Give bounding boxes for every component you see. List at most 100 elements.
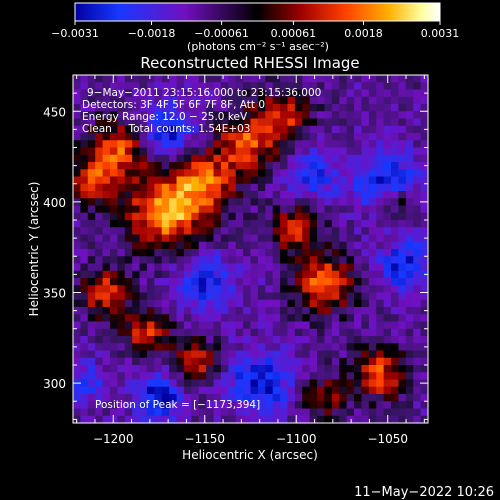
heatmap-cell	[161, 299, 170, 308]
heatmap-cell	[398, 162, 407, 170]
heatmap-cell	[117, 292, 126, 301]
heatmap-cell	[191, 394, 200, 402]
heatmap-cell	[280, 263, 288, 272]
heatmap-cell	[109, 386, 118, 395]
heatmap-cell	[198, 191, 207, 199]
heatmap-cell	[80, 118, 89, 127]
x-tick-label: −1100	[276, 432, 317, 446]
heatmap-cell	[280, 169, 288, 177]
heatmap-cell	[102, 227, 111, 235]
heatmap-cell	[398, 343, 407, 351]
heatmap-cell	[124, 357, 133, 366]
heatmap-cell	[265, 212, 274, 221]
heatmap-cell	[161, 372, 170, 380]
heatmap-cell	[361, 350, 370, 359]
heatmap-cell	[124, 205, 133, 214]
heatmap-cell	[383, 386, 392, 395]
heatmap-cell	[228, 111, 237, 119]
heatmap-cell	[339, 75, 348, 83]
heatmap-cell	[257, 96, 266, 105]
heatmap-cell	[361, 220, 370, 228]
heatmap-cell	[413, 379, 422, 388]
heatmap-cell	[368, 227, 377, 235]
heatmap-cell	[287, 205, 296, 214]
heatmap-cell	[309, 270, 318, 279]
heatmap-cell	[169, 372, 177, 380]
colorbar: −0.0031 −0.0018 −0.00061 0.00061 0.0018 0.003…	[51, 2, 459, 53]
heatmap-cell	[109, 212, 118, 221]
heatmap-cell	[257, 285, 266, 293]
heatmap-cell	[287, 314, 296, 322]
heatmap-cell	[361, 133, 370, 141]
heatmap-cell	[117, 169, 126, 177]
heatmap-cell	[95, 183, 103, 192]
heatmap-cell	[109, 89, 118, 98]
heatmap-cell	[213, 292, 222, 301]
heatmap-cell	[139, 169, 148, 177]
heatmap-cell	[361, 307, 370, 315]
heatmap-cell	[169, 357, 177, 366]
heatmap-cell	[257, 401, 266, 409]
heatmap-cell	[309, 408, 318, 417]
heatmap-cell	[309, 183, 318, 192]
heatmap-cell	[213, 394, 222, 402]
heatmap-cell	[139, 198, 148, 206]
heatmap-cell	[294, 154, 303, 163]
heatmap-cell	[176, 198, 185, 206]
heatmap-cell	[80, 365, 89, 373]
heatmap-cell	[368, 321, 377, 330]
heatmap-cell	[339, 176, 348, 185]
heatmap-cell	[361, 278, 370, 286]
heatmap-cell	[376, 111, 385, 119]
heatmap-cell	[361, 386, 370, 395]
heatmap-cell	[272, 89, 281, 98]
heatmap-cell	[109, 350, 118, 359]
heatmap-cell	[220, 270, 229, 279]
heatmap-cell	[361, 415, 370, 423]
heatmap-cell	[339, 249, 348, 257]
heatmap-cell	[280, 321, 288, 330]
heatmap-cell	[228, 220, 237, 228]
heatmap-cell	[228, 386, 237, 395]
heatmap-cell	[317, 183, 325, 192]
heatmap-cell	[280, 82, 288, 90]
heatmap-cell	[324, 111, 333, 119]
heatmap-cell	[213, 249, 222, 257]
heatmap-cell	[398, 278, 407, 286]
heatmap-cell	[398, 118, 407, 127]
heatmap-cell	[198, 263, 207, 272]
heatmap-cell	[132, 372, 140, 380]
heatmap-cell	[391, 147, 399, 156]
heatmap-cell	[102, 220, 111, 228]
heatmap-cell	[257, 336, 266, 344]
heatmap-cell	[391, 415, 399, 423]
heatmap-cell	[339, 365, 348, 373]
heatmap-cell	[420, 321, 428, 330]
heatmap-cell	[405, 415, 414, 423]
heatmap-cell	[191, 241, 200, 250]
heatmap-cell	[139, 256, 148, 264]
heatmap-cell	[413, 205, 422, 214]
heatmap-cell	[80, 278, 89, 286]
heatmap-cell	[235, 234, 244, 243]
heatmap-cell	[368, 365, 377, 373]
heatmap-cell	[132, 408, 140, 417]
heatmap-cell	[309, 82, 318, 90]
heatmap-cell	[183, 365, 192, 373]
heatmap-cell	[391, 365, 399, 373]
heatmap-cell	[206, 386, 214, 395]
heatmap-cell	[287, 379, 296, 388]
heatmap-cell	[243, 133, 251, 141]
heatmap-cell	[124, 263, 133, 272]
heatmap-cell	[391, 328, 399, 337]
heatmap-cell	[346, 183, 355, 192]
heatmap-cell	[117, 321, 126, 330]
heatmap-cell	[109, 256, 118, 264]
heatmap-cell	[405, 82, 414, 90]
heatmap-cell	[109, 365, 118, 373]
heatmap-cell	[206, 241, 214, 250]
heatmap-cell	[324, 176, 333, 185]
heatmap-cell	[198, 183, 207, 192]
heatmap-cell	[272, 299, 281, 308]
heatmap-cell	[339, 205, 348, 214]
